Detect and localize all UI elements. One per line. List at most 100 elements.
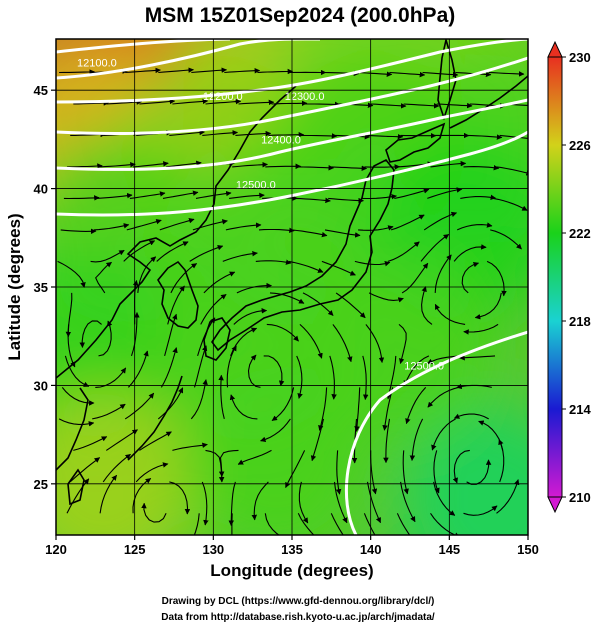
streamline (400, 481, 416, 523)
colorbar-tick-label: 222 (569, 226, 591, 241)
streamline (59, 69, 95, 75)
streamline (420, 233, 450, 262)
streamline (463, 323, 499, 335)
streamline (493, 197, 528, 211)
field-sample (181, 369, 372, 535)
streamline (189, 245, 224, 262)
streamline (64, 355, 90, 387)
streamline (402, 450, 409, 495)
contour-label: 12400.0 (261, 134, 301, 146)
streamline (222, 250, 258, 262)
streamline (133, 161, 169, 168)
streamline (304, 101, 341, 108)
colorbar-tick-label: 218 (569, 314, 591, 329)
streamline (164, 313, 178, 357)
streamline (328, 197, 364, 204)
streamline (258, 227, 295, 234)
streamline (409, 418, 424, 461)
streamline (218, 374, 225, 420)
streamline (324, 229, 361, 238)
streamline (192, 219, 228, 231)
streamline (60, 228, 97, 235)
streamline (92, 403, 126, 420)
x-tick-label: 150 (517, 542, 539, 557)
streamline (490, 229, 522, 250)
streamline (295, 197, 331, 204)
streamline (321, 260, 356, 276)
streamline (158, 67, 194, 74)
x-tick-label: 140 (360, 542, 382, 557)
streamline (285, 450, 306, 488)
streamline (329, 355, 337, 400)
x-tick-label: 145 (438, 542, 460, 557)
streamline (233, 308, 268, 325)
streamline (130, 312, 140, 357)
streamline (368, 292, 404, 303)
streamline (201, 481, 209, 526)
streamline (264, 513, 280, 535)
contour-line (56, 56, 528, 135)
streamline (330, 513, 344, 535)
streamline (301, 133, 338, 139)
streamline (224, 67, 261, 74)
colorbar-ticks: 230 226 222 218 214 210 (562, 50, 591, 505)
streamline (335, 292, 366, 319)
contour-line (344, 330, 528, 535)
streamline (403, 355, 430, 387)
streamline (394, 188, 430, 199)
streamline (366, 481, 381, 524)
streamline (463, 505, 498, 516)
streamline (288, 260, 324, 273)
streamline-layer (57, 67, 528, 535)
streamline (205, 98, 242, 105)
streamline (57, 260, 86, 288)
streamline (488, 71, 525, 77)
streamline (124, 392, 155, 420)
streamline (463, 164, 500, 171)
streamline (466, 459, 492, 485)
streamline (265, 163, 302, 170)
x-tick-label: 130 (202, 542, 224, 557)
colorbar-scale (547, 56, 563, 498)
colorbar: 230 226 222 218 214 210 (547, 40, 591, 514)
streamline (127, 350, 149, 388)
streamline (271, 100, 308, 107)
streamline (96, 192, 133, 199)
streamline (434, 303, 466, 325)
streamline (229, 394, 258, 420)
contour-line (56, 98, 528, 171)
streamline (335, 450, 342, 495)
x-tick-label: 120 (45, 542, 67, 557)
streamline (333, 481, 348, 524)
streamline (123, 240, 156, 262)
streamline (390, 214, 425, 231)
streamline (364, 164, 401, 170)
chart-title: MSM 15Z01Sep2024 (200.0hPa) (145, 4, 456, 27)
streamline (135, 462, 169, 483)
streamline (453, 244, 487, 262)
streamline (65, 292, 73, 338)
contour-label: 12500.0 (236, 180, 276, 192)
streamline (156, 241, 189, 262)
streamline (370, 103, 407, 109)
streamline (125, 67, 161, 74)
streamline (167, 285, 185, 325)
streamline (297, 513, 315, 535)
streamline (139, 431, 172, 451)
colorbar-tick-label: 226 (569, 138, 591, 153)
streamline (405, 387, 427, 425)
streamline (486, 260, 507, 297)
streamline (251, 481, 269, 521)
streamline (427, 187, 463, 199)
streamline (423, 211, 458, 231)
streamline (203, 271, 236, 294)
streamline (73, 436, 108, 451)
streamline (496, 166, 528, 176)
x-axis: 120 125 130 135 140 145 150 (45, 535, 539, 557)
streamline (102, 453, 131, 483)
streamline (67, 163, 103, 169)
streamline (332, 324, 353, 363)
streamline (363, 513, 376, 535)
streamline (238, 99, 275, 106)
field-sample (401, 408, 528, 535)
